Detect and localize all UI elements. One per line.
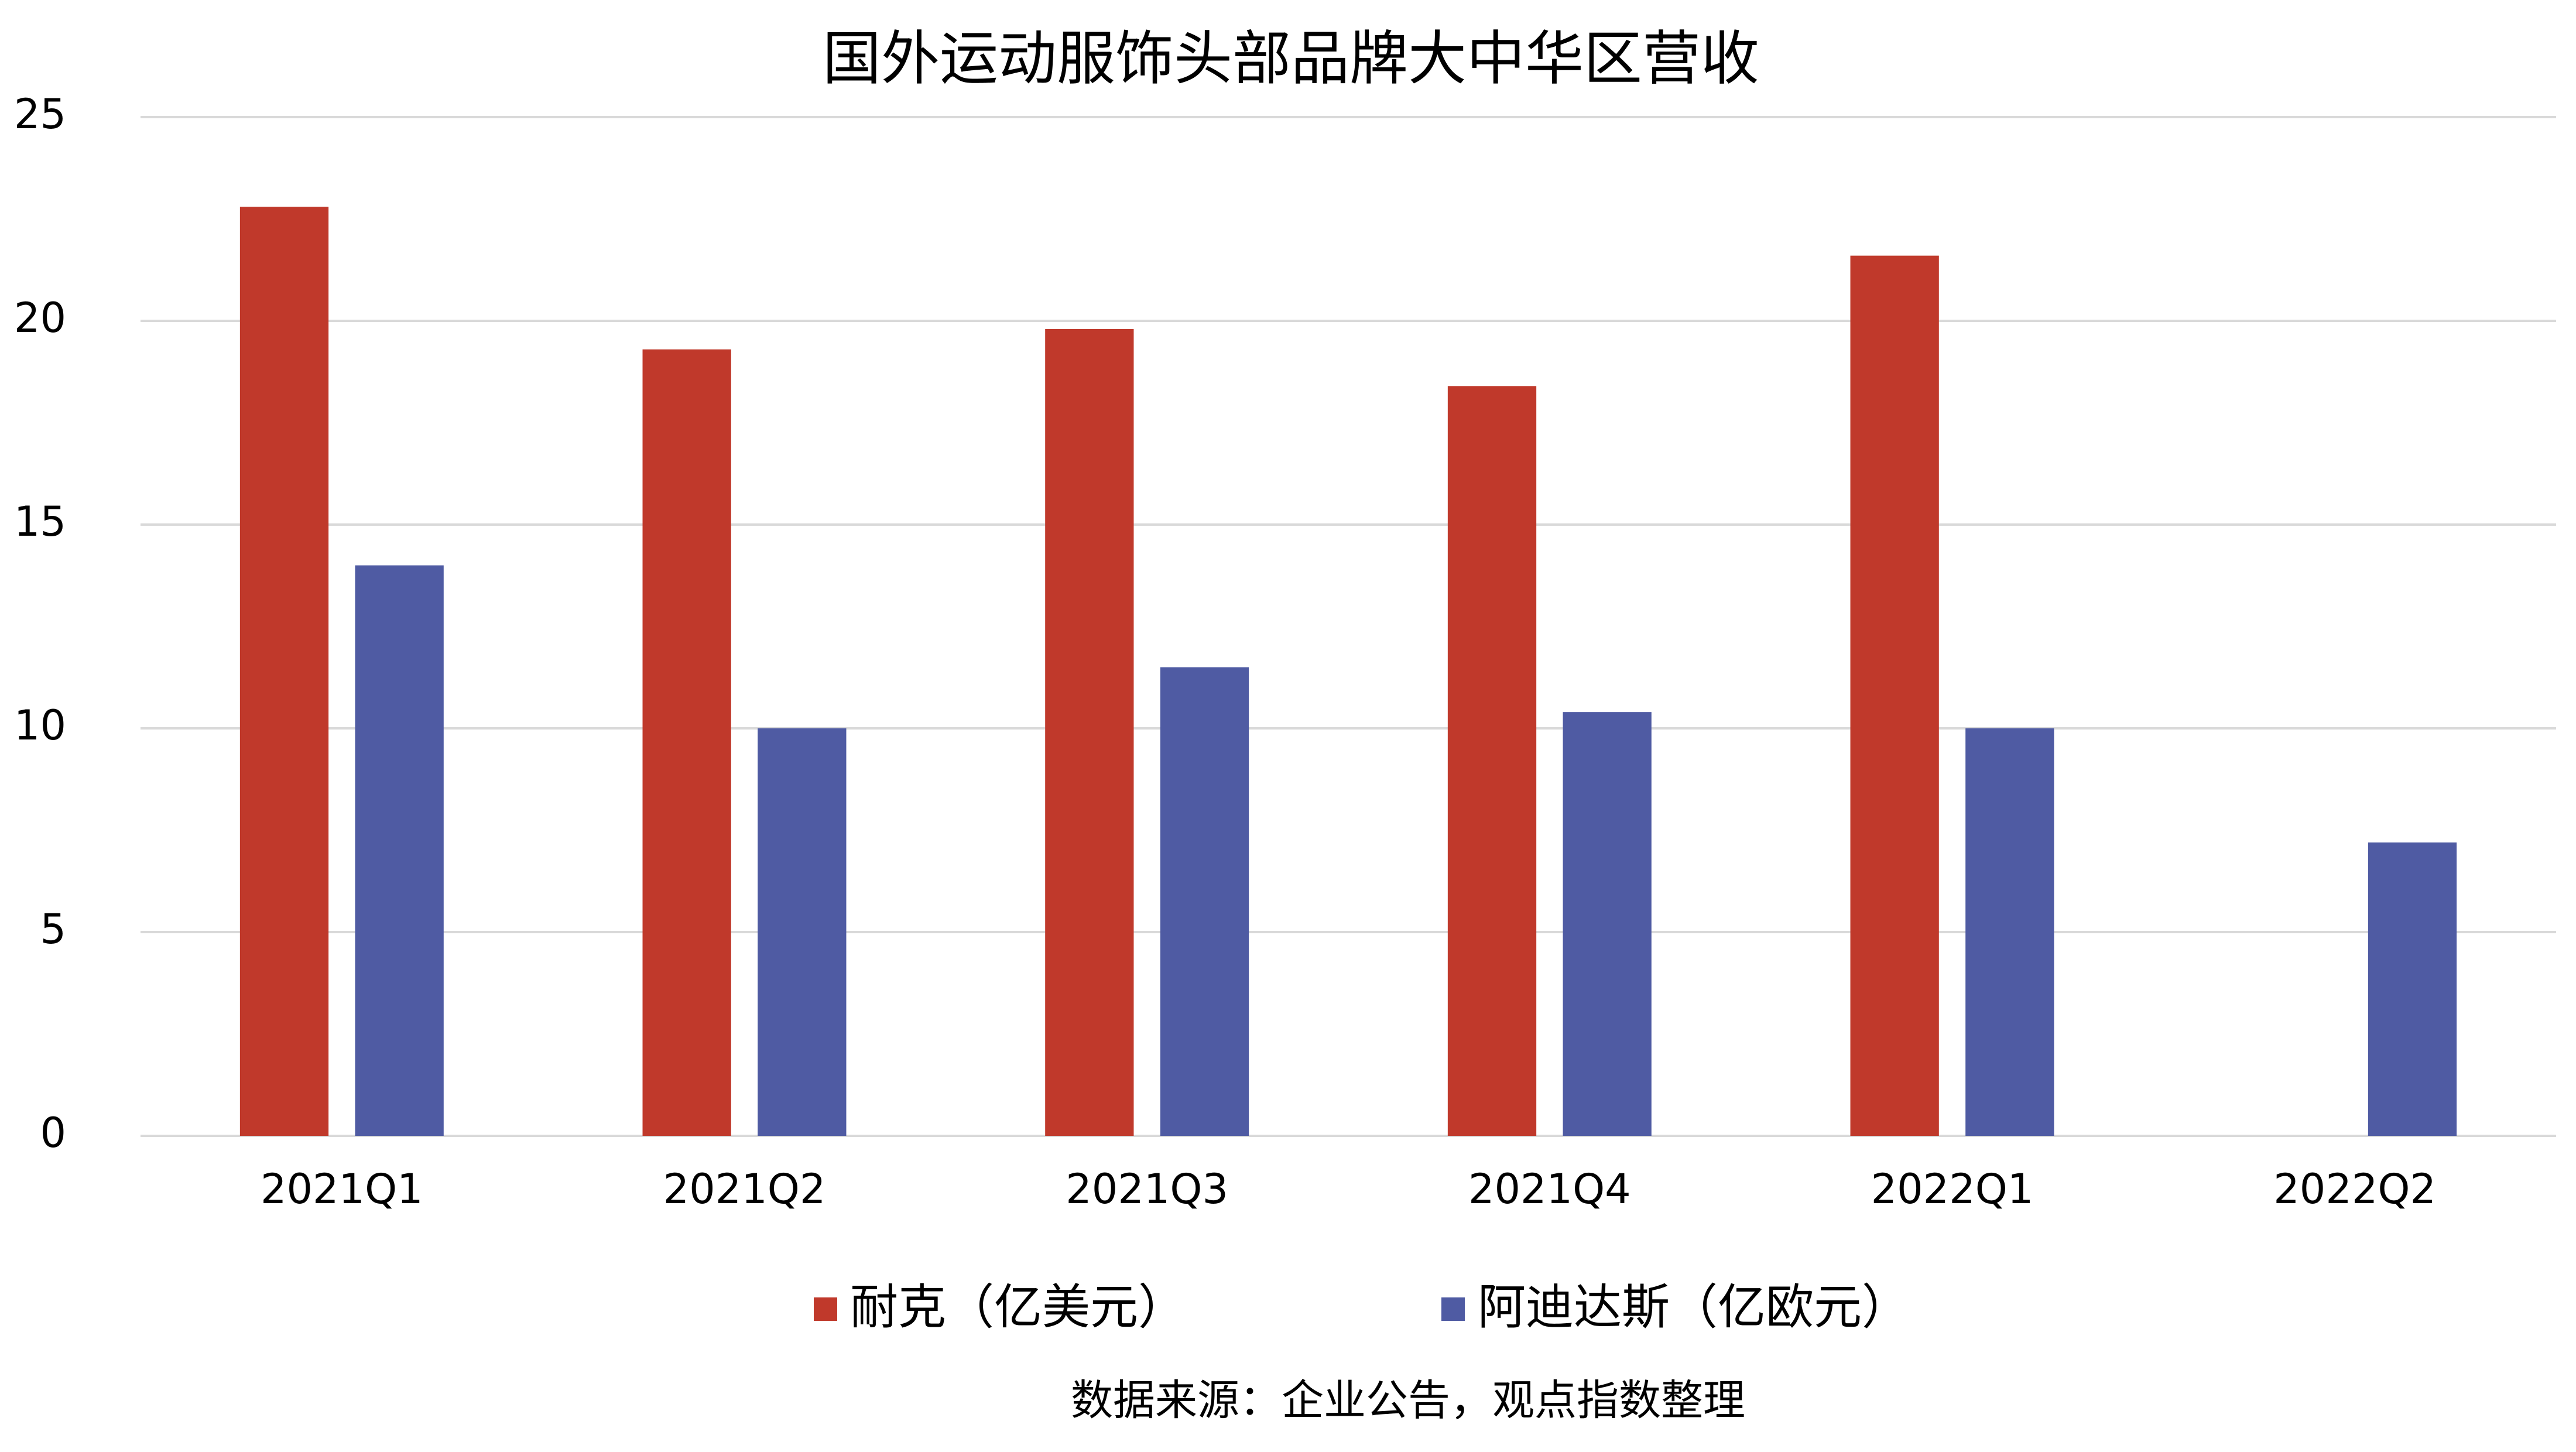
x-tick-label: 2021Q1 <box>261 1165 423 1213</box>
x-tick-label: 2021Q2 <box>663 1165 826 1213</box>
x-tick-label: 2022Q2 <box>2273 1165 2436 1213</box>
bar <box>1965 728 2054 1136</box>
bar <box>1563 712 1652 1136</box>
bar <box>1447 386 1537 1136</box>
legend-label: 耐克（亿美元） <box>850 1279 1186 1335</box>
y-tick-label: 0 <box>40 1109 66 1157</box>
bar <box>355 565 444 1136</box>
y-tick-label: 25 <box>14 90 66 138</box>
legend-swatch <box>814 1297 837 1321</box>
bar <box>1160 667 1249 1136</box>
bar <box>758 728 847 1136</box>
bar <box>1045 328 1134 1136</box>
x-tick-label: 2022Q1 <box>1871 1165 2034 1213</box>
bar <box>642 349 731 1136</box>
legend-swatch <box>1441 1297 1465 1321</box>
y-tick-label: 15 <box>14 498 66 546</box>
y-tick-label: 20 <box>14 294 66 342</box>
bar <box>239 207 329 1136</box>
y-tick-label: 5 <box>40 905 66 953</box>
bar <box>2368 842 2457 1136</box>
x-tick-label: 2021Q4 <box>1468 1165 1631 1213</box>
y-tick-label: 10 <box>14 701 66 749</box>
bar <box>1850 255 1939 1136</box>
x-tick-label: 2021Q3 <box>1066 1165 1228 1213</box>
source-note: 数据来源：企业公告，观点指数整理 <box>1071 1376 1745 1425</box>
chart-title: 国外运动服饰头部品牌大中华区营收 <box>823 24 1759 93</box>
legend-label: 阿迪达斯（亿欧元） <box>1478 1279 1910 1335</box>
